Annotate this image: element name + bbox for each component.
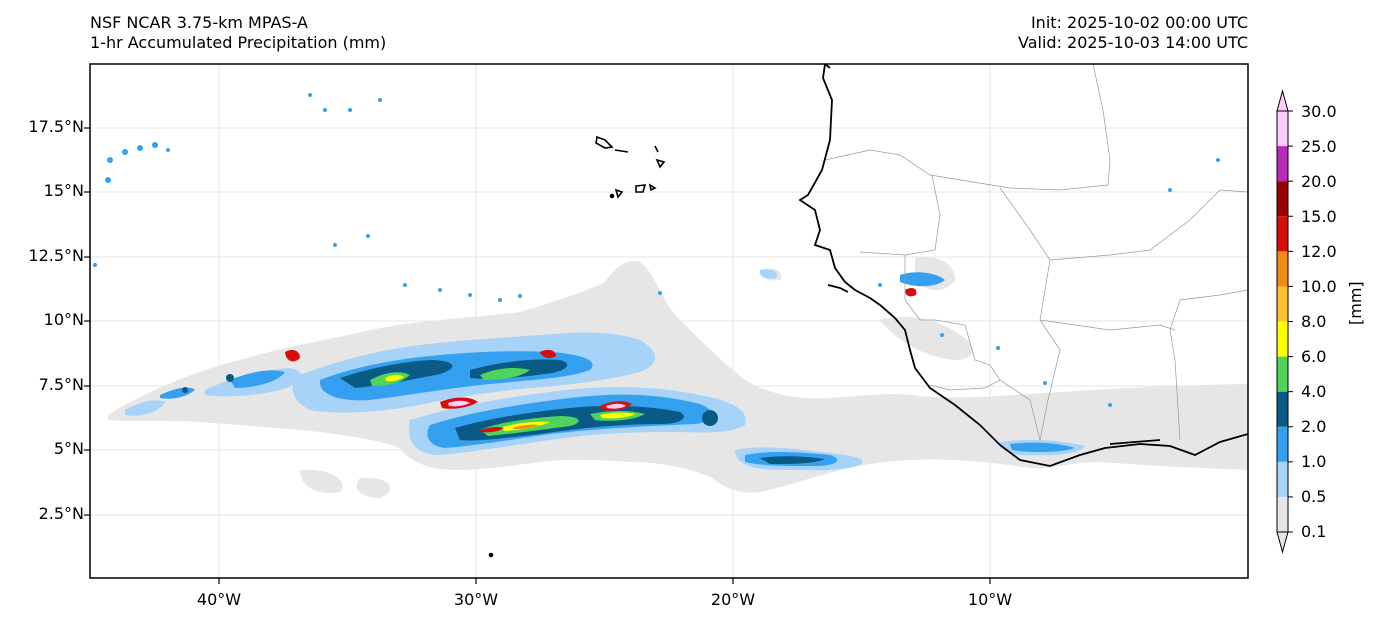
colorbar-segment-8 bbox=[1277, 216, 1288, 252]
colorbar-segment-1 bbox=[1277, 461, 1288, 497]
map-title-left: NSF NCAR 3.75-km MPAS-A 1-hr Accumulated… bbox=[90, 13, 386, 53]
colorbar-segment-4 bbox=[1277, 356, 1288, 392]
map-title-right: Init: 2025-10-02 00:00 UTC Valid: 2025-1… bbox=[1018, 13, 1248, 53]
cb-label-0-1: 0.1 bbox=[1301, 522, 1327, 541]
lat-tick-7-5: 7.5°N bbox=[38, 375, 84, 394]
lon-tick-40w: 40°W bbox=[196, 590, 242, 609]
colorbar-extend-min bbox=[1276, 531, 1289, 554]
lon-tick-20w: 20°W bbox=[710, 590, 756, 609]
lon-tick-10w: 10°W bbox=[967, 590, 1013, 609]
lat-tick-2-5: 2.5°N bbox=[38, 504, 84, 523]
cb-label-20-0: 20.0 bbox=[1301, 172, 1337, 191]
colorbar bbox=[1276, 89, 1293, 554]
colorbar-segment-6 bbox=[1277, 286, 1288, 322]
lat-tick-12-5: 12.5°N bbox=[28, 246, 84, 265]
country-borders bbox=[824, 64, 1248, 441]
cb-label-25-0: 25.0 bbox=[1301, 137, 1337, 156]
cb-label-30-0: 30.0 bbox=[1301, 102, 1337, 121]
colorbar-extend-max bbox=[1276, 89, 1289, 112]
cb-label-12-0: 12.0 bbox=[1301, 242, 1337, 261]
cb-label-15-0: 15.0 bbox=[1301, 207, 1337, 226]
scattered-cells bbox=[93, 93, 1220, 407]
colorbar-segment-11 bbox=[1277, 111, 1288, 147]
colorbar-unit: [mm] bbox=[1346, 281, 1365, 325]
cb-label-0-5: 0.5 bbox=[1301, 487, 1327, 506]
colorbar-segment-5 bbox=[1277, 321, 1288, 357]
colorbar-segment-7 bbox=[1277, 251, 1288, 287]
lat-tick-17-5: 17.5°N bbox=[28, 117, 84, 136]
model-name: NSF NCAR 3.75-km MPAS-A bbox=[90, 13, 308, 32]
colorbar-segment-9 bbox=[1277, 181, 1288, 217]
lat-tick-15: 15°N bbox=[43, 181, 84, 200]
cb-label-10-0: 10.0 bbox=[1301, 277, 1337, 296]
map-area bbox=[90, 64, 1248, 578]
tick-marks bbox=[84, 127, 991, 584]
cape-verde-islands bbox=[488, 135, 666, 558]
lon-tick-30w: 30°W bbox=[453, 590, 499, 609]
lat-tick-5: 5°N bbox=[53, 439, 84, 458]
init-time: Init: 2025-10-02 00:00 UTC bbox=[1030, 13, 1248, 32]
colorbar-segment-0 bbox=[1277, 496, 1288, 532]
cb-label-6-0: 6.0 bbox=[1301, 347, 1327, 366]
valid-time: Valid: 2025-10-03 14:00 UTC bbox=[1017, 33, 1248, 52]
colorbar-segment-3 bbox=[1277, 391, 1288, 427]
cb-label-8-0: 8.0 bbox=[1301, 312, 1327, 331]
cb-label-1-0: 1.0 bbox=[1301, 452, 1327, 471]
cb-label-2-0: 2.0 bbox=[1301, 417, 1327, 436]
colorbar-segment-2 bbox=[1277, 426, 1288, 462]
lat-tick-10: 10°N bbox=[43, 310, 84, 329]
field-name: 1-hr Accumulated Precipitation (mm) bbox=[90, 33, 387, 52]
colorbar-segment-10 bbox=[1277, 146, 1288, 182]
cb-label-4-0: 4.0 bbox=[1301, 382, 1327, 401]
precip-cores bbox=[285, 287, 917, 436]
